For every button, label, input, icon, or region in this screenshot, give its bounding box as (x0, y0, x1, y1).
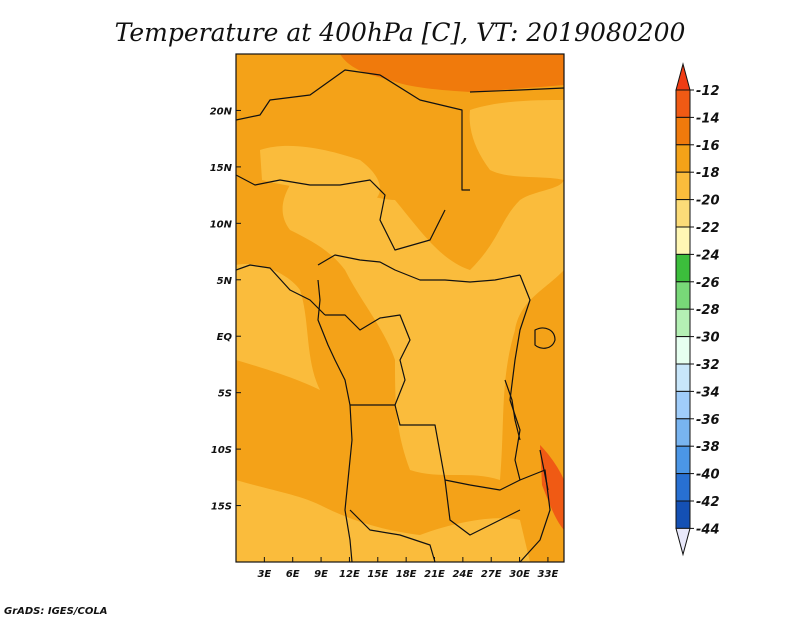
lat-tick-label: 10N (210, 219, 233, 230)
lat-tick-label: 15N (210, 163, 233, 174)
border-east-africa (509, 274, 531, 481)
lon-tick-label: 33E (538, 569, 559, 580)
colorbar-swatch (675, 390, 691, 420)
colorbar-label: -26 (696, 276, 720, 291)
colorbar-label: -16 (696, 139, 720, 154)
colorbar-label: -18 (696, 166, 720, 181)
colorbar-label: -28 (696, 303, 720, 318)
temperature-field-band-light-south (236, 480, 530, 562)
colorbar-label: -42 (696, 495, 720, 510)
border-congo (325, 314, 411, 406)
colorbar-swatch (675, 144, 691, 173)
lake-tanganyika (504, 379, 521, 441)
lon-tick-label: 3E (257, 569, 271, 580)
colorbar-swatch (675, 308, 691, 338)
colorbar-swatch (675, 116, 691, 146)
temperature-field-band-light-north (260, 145, 380, 200)
border-southern-africa (469, 469, 551, 562)
colorbar-label: -12 (696, 84, 720, 99)
lon-tick-label: 30E (509, 569, 530, 580)
colorbar-swatch (675, 226, 691, 255)
colorbar-label: -40 (696, 468, 720, 483)
colorbar-label: -22 (696, 221, 720, 236)
lat-tick-label: 10S (211, 445, 232, 456)
colorbar-label: -30 (696, 331, 720, 346)
map-frame (235, 53, 565, 563)
border-west-coast (236, 264, 326, 316)
colorbar: -12 -14 -16 -18 -20 -22 -24 -26 -28 -30 -32 -34 -36 -… (675, 62, 720, 557)
temperature-field-band-light-central (282, 170, 564, 480)
colorbar-swatch (675, 445, 691, 475)
lon-tick-label: 12E (339, 569, 360, 580)
lake-victoria (534, 327, 556, 349)
lat-tick-label: 15S (211, 502, 232, 513)
colorbar-swatch (675, 336, 691, 365)
colorbar-label: -44 (696, 522, 720, 537)
lon-tick-label: 9E (314, 569, 328, 580)
map-title: Temperature at 400hPa [C], VT: 201908020… (115, 18, 686, 47)
colorbar-arrow-bottom (675, 527, 691, 557)
colorbar-swatch (675, 363, 691, 392)
colorbar-swatch (675, 253, 691, 283)
footer-credit: GrADS: IGES/COLA (4, 606, 107, 617)
border-namibia (349, 509, 436, 562)
colorbar-label: -20 (696, 194, 720, 209)
temperature-field-band-dark-southeast (540, 445, 564, 530)
border-zambia (444, 479, 521, 536)
colorbar-swatch (675, 199, 691, 228)
border-sahel (236, 174, 446, 251)
colorbar-swatch (675, 500, 691, 529)
border-central-africa (317, 254, 521, 283)
temperature-field-band-light-west (236, 264, 320, 390)
colorbar-label: -34 (696, 385, 720, 400)
colorbar-label: -38 (696, 440, 720, 455)
map-panel (236, 54, 564, 562)
colorbar-arrow-top (675, 62, 691, 91)
colorbar-swatch (675, 171, 691, 201)
lon-tick-label: 27E (481, 569, 502, 580)
colorbar-swatch (675, 473, 691, 502)
temperature-field-band-light-northeast (469, 100, 564, 180)
colorbar-label: -36 (696, 413, 720, 428)
country-borders (236, 69, 564, 562)
coastline-west (317, 279, 353, 562)
lat-tick-label: 20N (210, 106, 233, 117)
lat-tick-label: EQ (217, 332, 233, 343)
colorbar-label: -32 (696, 358, 720, 373)
colorbar-swatch (675, 281, 691, 310)
lat-tick-label: 5S (218, 389, 232, 400)
lon-tick-label: 6E (286, 569, 300, 580)
lake-malawi (539, 449, 549, 491)
colorbar-label: -24 (696, 248, 720, 263)
lat-tick-label: 5N (217, 276, 233, 287)
border-angola (350, 404, 471, 486)
longitude-axis: 3E 6E 9E 12E 15E 18E 21E 24E 27E 30E 33E (257, 557, 558, 580)
latitude-axis: 20N 15N 10N 5N EQ 5S 10S 15S (210, 106, 241, 513)
lon-tick-label: 18E (396, 569, 417, 580)
colorbar-label: -14 (696, 111, 720, 126)
lon-tick-label: 15E (367, 569, 388, 580)
temperature-field-band-dark-north (340, 54, 564, 92)
border-north-africa (236, 69, 470, 191)
border-horn (469, 87, 564, 93)
lon-tick-label: 21E (424, 569, 445, 580)
lon-tick-label: 24E (452, 569, 473, 580)
colorbar-swatch (675, 89, 691, 118)
colorbar-swatch (675, 418, 691, 447)
